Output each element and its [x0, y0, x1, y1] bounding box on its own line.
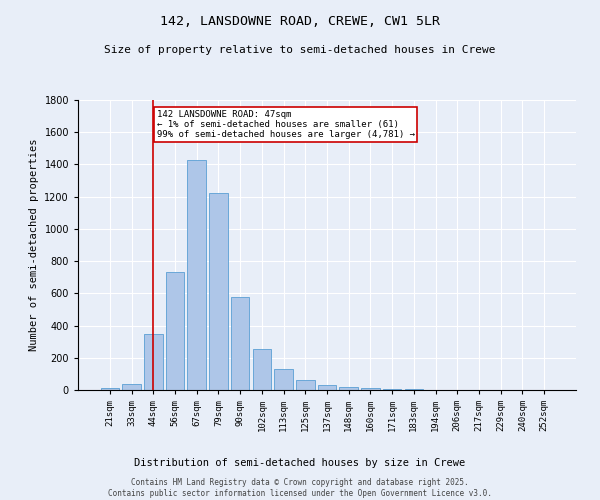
Bar — [318, 386, 336, 390]
Text: 142, LANSDOWNE ROAD, CREWE, CW1 5LR: 142, LANSDOWNE ROAD, CREWE, CW1 5LR — [160, 15, 440, 28]
Bar — [253, 349, 271, 390]
Bar — [209, 194, 227, 390]
Bar — [166, 272, 184, 390]
Bar — [231, 296, 250, 390]
Text: Distribution of semi-detached houses by size in Crewe: Distribution of semi-detached houses by … — [134, 458, 466, 468]
Bar — [122, 384, 141, 390]
Bar — [144, 334, 163, 390]
Text: Size of property relative to semi-detached houses in Crewe: Size of property relative to semi-detach… — [104, 45, 496, 55]
Bar — [274, 369, 293, 390]
Bar — [383, 388, 401, 390]
Bar — [187, 160, 206, 390]
Y-axis label: Number of semi-detached properties: Number of semi-detached properties — [29, 138, 39, 352]
Bar — [361, 388, 380, 390]
Bar — [296, 380, 314, 390]
Bar — [404, 389, 423, 390]
Bar — [101, 388, 119, 390]
Text: Contains HM Land Registry data © Crown copyright and database right 2025.
Contai: Contains HM Land Registry data © Crown c… — [108, 478, 492, 498]
Bar — [340, 387, 358, 390]
Text: 142 LANSDOWNE ROAD: 47sqm
← 1% of semi-detached houses are smaller (61)
99% of s: 142 LANSDOWNE ROAD: 47sqm ← 1% of semi-d… — [157, 110, 415, 140]
